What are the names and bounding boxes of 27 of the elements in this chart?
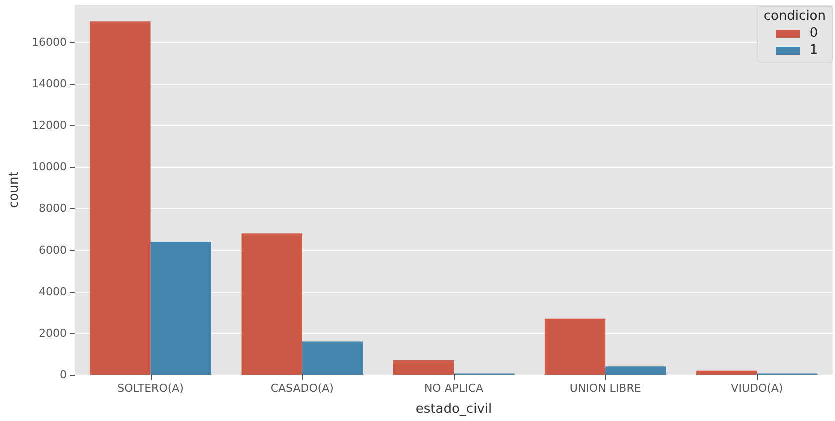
x-axis-title: estado_civil — [416, 402, 492, 417]
legend-title: condicion — [764, 9, 826, 24]
y-tick-label: 14000 — [32, 77, 67, 90]
x-tick-label: NO APLICA — [424, 382, 484, 395]
x-tick-label: VIUDO(A) — [731, 382, 784, 395]
y-tick-label: 12000 — [32, 119, 67, 132]
y-tick-label: 6000 — [39, 244, 67, 257]
y-tick-label: 8000 — [39, 202, 67, 216]
legend-label: 0 — [810, 26, 818, 41]
y-axis-title: count — [7, 172, 22, 208]
legend-label: 1 — [810, 43, 818, 58]
y-tick-label: 0 — [60, 368, 67, 382]
bar — [544, 318, 606, 375]
x-tick-label: UNION LIBRE — [570, 382, 642, 395]
bar — [90, 22, 151, 375]
bar — [242, 234, 302, 375]
bar — [696, 370, 758, 375]
bar — [393, 360, 454, 375]
bar — [606, 366, 666, 375]
y-tick-label: 4000 — [39, 285, 67, 298]
x-tick-label: SOLTERO(A) — [118, 382, 184, 395]
bar — [302, 342, 364, 375]
y-tick-label: 16000 — [32, 36, 67, 49]
y-tick-label: 2000 — [39, 326, 67, 340]
y-tick-label: 10000 — [32, 160, 67, 174]
x-tick-label: CASADO(A) — [270, 382, 334, 395]
bar — [150, 242, 212, 375]
